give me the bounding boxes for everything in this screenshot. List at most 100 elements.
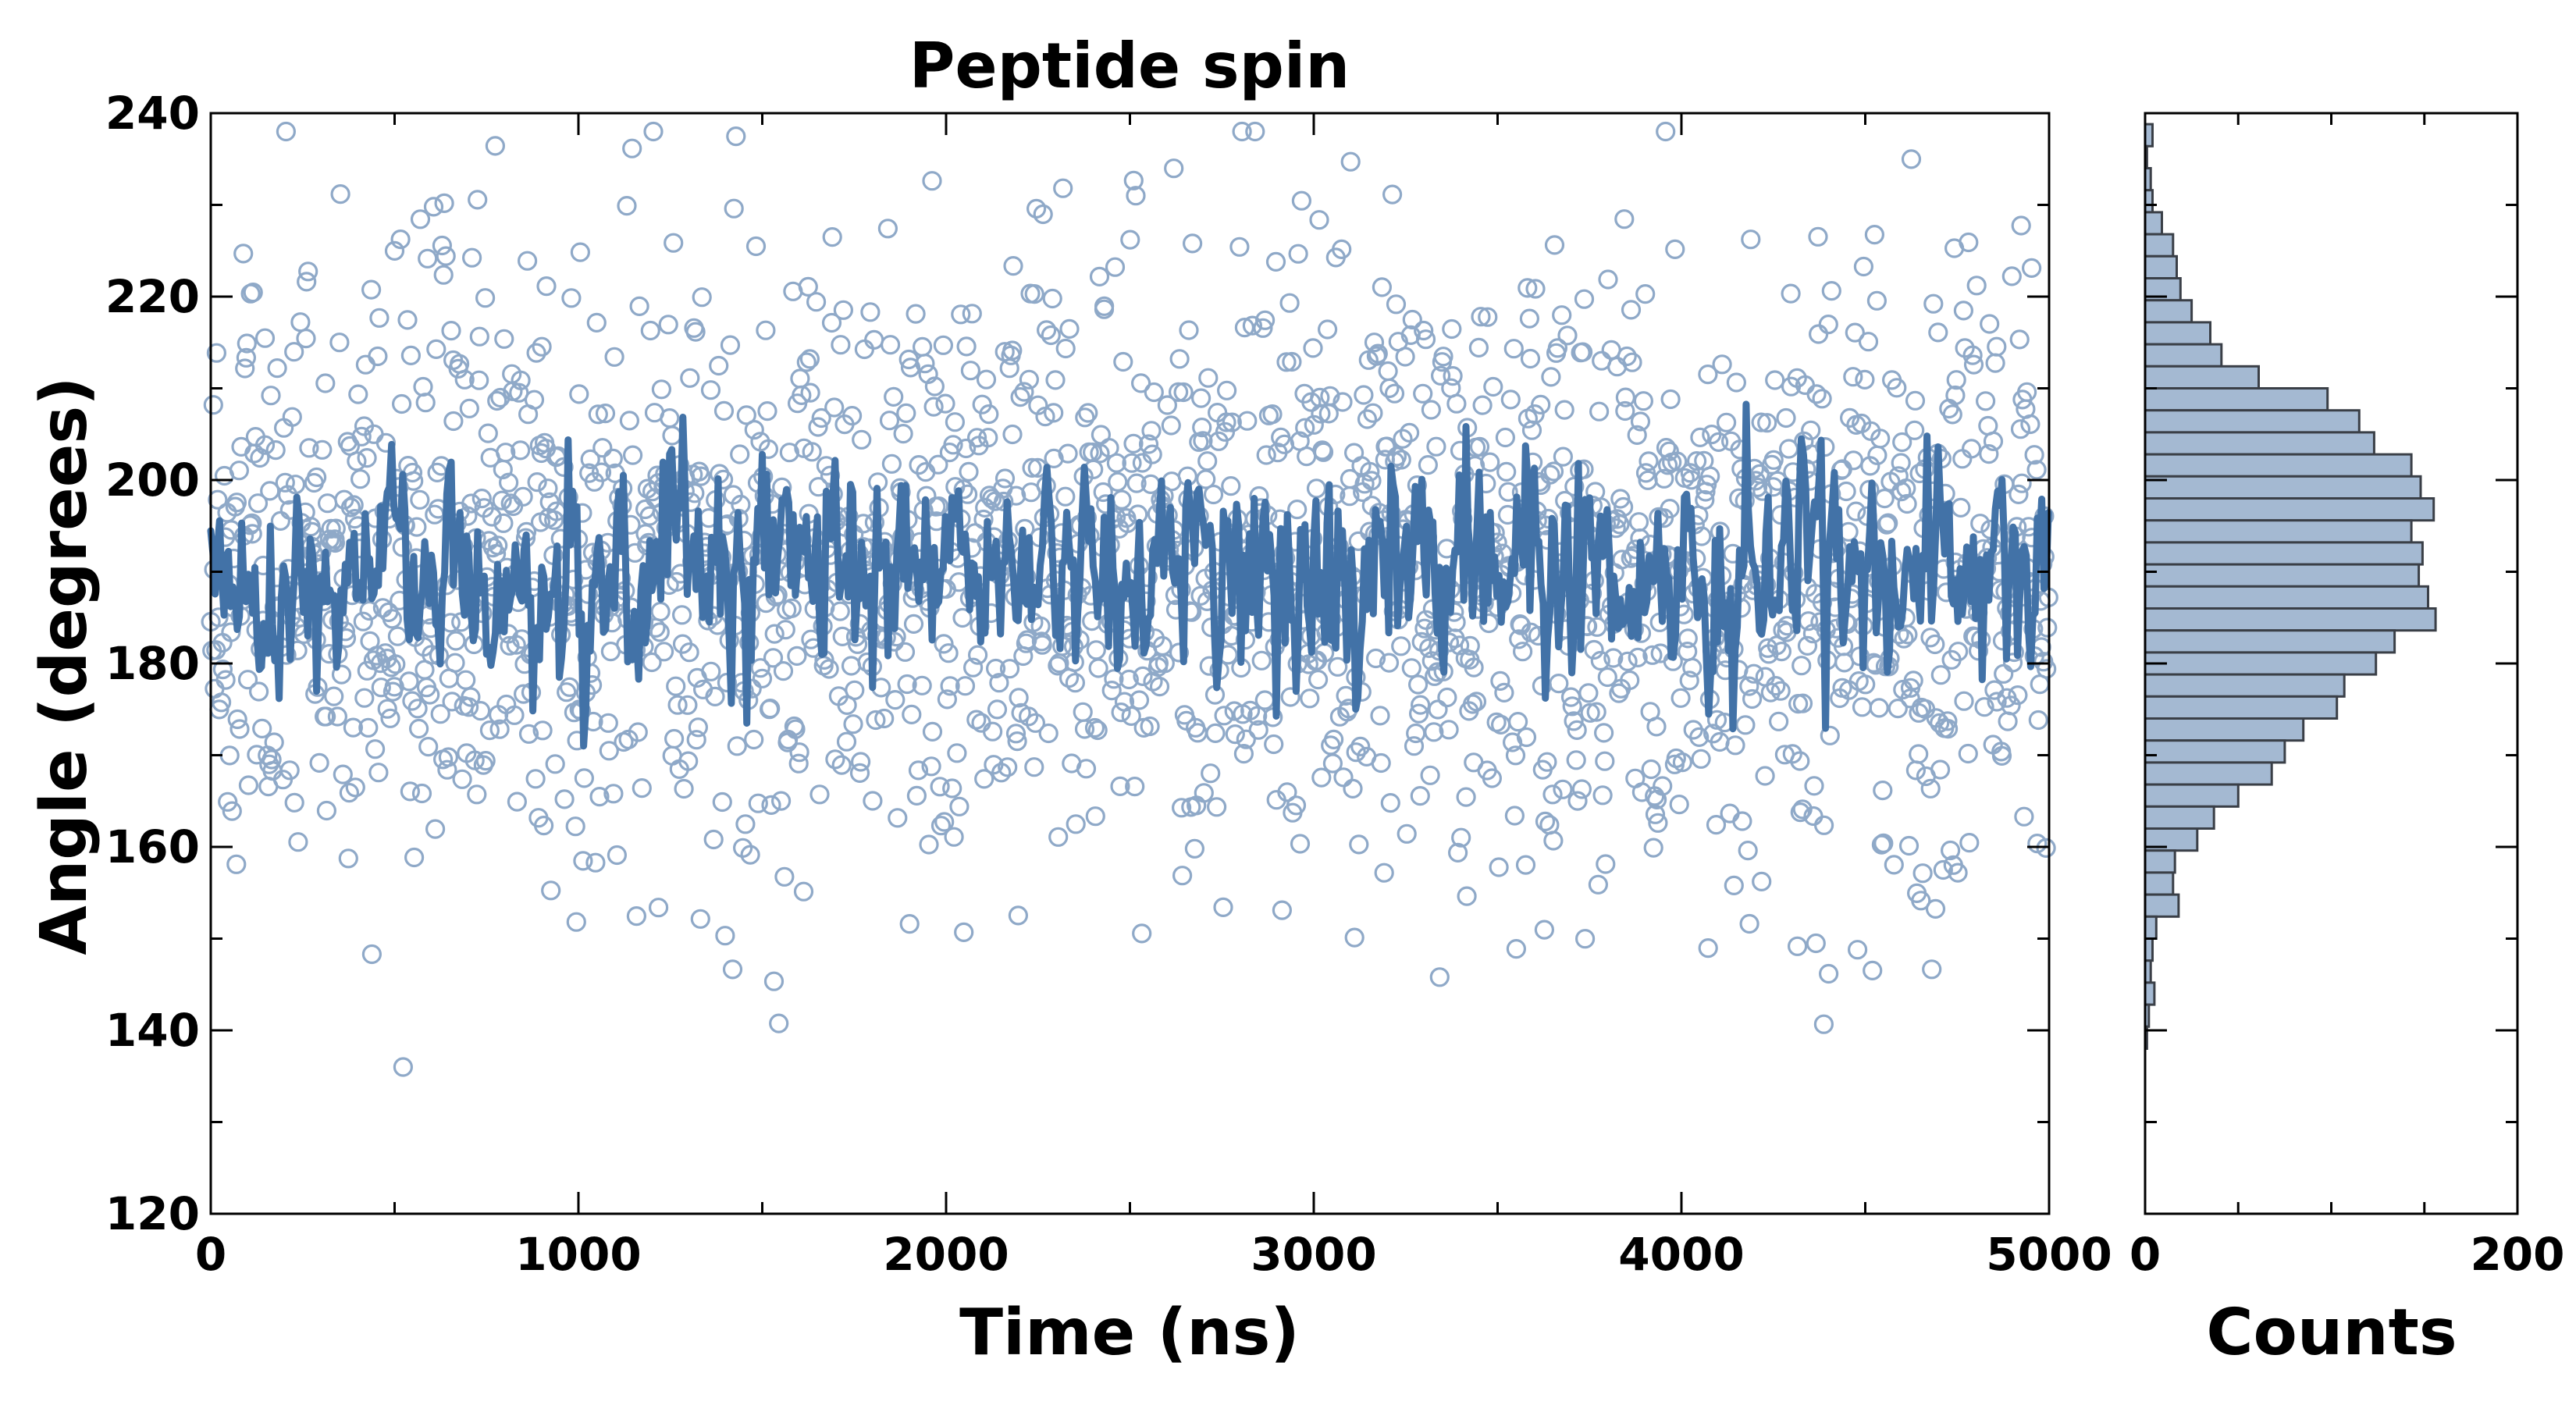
scatter-point: [285, 475, 306, 495]
scatter-point: [1959, 832, 1980, 853]
histogram-bar: [2144, 343, 2223, 368]
histogram-x-axis-label: Counts: [2206, 1296, 2457, 1370]
scatter-point: [1478, 613, 1499, 634]
scatter-point: [1843, 450, 1863, 471]
scatter-point: [1852, 697, 1873, 717]
scatter-point: [1928, 322, 1948, 343]
scatter-point: [1059, 318, 1080, 339]
scatter-point: [420, 685, 440, 705]
scatter-point: [799, 349, 820, 369]
scatter-point: [722, 959, 743, 980]
scatter-point: [1372, 277, 1393, 297]
scatter-point: [1194, 783, 1214, 803]
scatter-point: [407, 699, 428, 719]
scatter-point: [345, 777, 365, 798]
scatter-point: [1308, 669, 1329, 690]
scatter-points: [201, 121, 2058, 1077]
scatter-point: [933, 335, 954, 355]
histogram-bar: [2144, 717, 2305, 742]
scatter-point: [1994, 663, 2014, 684]
scatter-point: [1354, 385, 1374, 405]
scatter-point: [1279, 293, 1300, 313]
scatter-point: [1179, 320, 1199, 340]
scatter-point: [1506, 938, 1527, 959]
scatter-point: [1014, 382, 1034, 402]
scatter-point: [976, 369, 997, 389]
scatter-point: [952, 607, 973, 628]
scatter-point: [1420, 765, 1440, 785]
scatter-point: [1959, 232, 1979, 253]
scatter-point: [852, 429, 872, 450]
scatter-point: [658, 315, 678, 335]
scatter-point: [399, 671, 419, 692]
scatter-point: [1670, 688, 1691, 708]
scatter-point: [639, 506, 660, 526]
scatter-point: [664, 233, 684, 253]
scatter-point: [1700, 466, 1720, 486]
scatter-point: [1766, 675, 1786, 696]
scatter-point: [1439, 720, 1459, 740]
scatter-point: [1460, 635, 1480, 656]
scatter-point: [945, 412, 966, 432]
scatter-point: [298, 261, 318, 282]
scatter-point: [461, 247, 482, 268]
scatter-point: [1620, 670, 1640, 691]
scatter-point: [487, 390, 507, 411]
scatter-point: [1418, 454, 1439, 475]
scatter-point: [380, 708, 400, 728]
scatter-point: [1280, 687, 1300, 707]
scatter-point: [1679, 670, 1699, 691]
scatter-point: [1588, 874, 1609, 895]
scatter-point: [1198, 368, 1219, 388]
scatter-point: [1507, 711, 1528, 732]
scatter-point: [1617, 651, 1638, 671]
scatter-point: [686, 730, 706, 750]
scatter-point: [1897, 493, 1917, 514]
scatter-point: [864, 329, 884, 350]
scatter-point: [1456, 787, 1476, 807]
scatter-point: [1464, 657, 1484, 678]
scatter-point: [361, 279, 382, 300]
scatter-point: [1222, 412, 1242, 432]
scatter-point: [212, 692, 232, 713]
scatter-point: [685, 322, 706, 342]
main-scatter-plot: 0 1000 2000 3000 4000 5000 120 140 160 180 200 220…: [27, 30, 2112, 1370]
x-tick-label: 2000: [883, 1228, 1009, 1281]
scatter-point: [938, 643, 959, 663]
scatter-point: [1962, 345, 1983, 365]
scatter-point: [1233, 743, 1254, 764]
scatter-point: [1985, 353, 2005, 373]
scatter-point: [1144, 382, 1164, 403]
scatter-point: [518, 724, 539, 744]
scatter-point: [1242, 315, 1263, 336]
scatter-point: [1344, 927, 1364, 948]
x-tick-label: 3000: [1251, 1228, 1376, 1281]
scatter-point: [2008, 484, 2029, 505]
scatter-point: [1941, 840, 1961, 861]
scatter-point: [404, 847, 425, 868]
scatter-point: [1848, 940, 1868, 960]
scatter-point: [994, 468, 1016, 489]
scatter-point: [432, 235, 453, 256]
scatter-point: [626, 905, 647, 927]
scatter-point: [2010, 419, 2031, 439]
scatter-point: [377, 699, 397, 719]
y-axis-label: Angle (degrees): [27, 376, 101, 955]
scatter-point: [1814, 815, 1834, 835]
scatter-point: [1627, 425, 1647, 446]
scatter-point: [1553, 446, 1574, 467]
scatter-point: [219, 745, 240, 766]
scatter-point: [1594, 723, 1614, 743]
scatter-point: [1065, 673, 1086, 693]
scatter-point: [1399, 422, 1420, 443]
scatter-point: [1590, 650, 1610, 671]
scatter-point: [1598, 269, 1618, 290]
scatter-point: [703, 829, 724, 850]
scatter-point: [1402, 309, 1422, 330]
scatter-point: [1751, 412, 1771, 432]
scatter-point: [1132, 923, 1152, 944]
scatter-point: [1896, 478, 1916, 499]
scatter-point: [573, 851, 593, 871]
scatter-point: [351, 426, 372, 446]
scatter-point: [282, 407, 302, 427]
